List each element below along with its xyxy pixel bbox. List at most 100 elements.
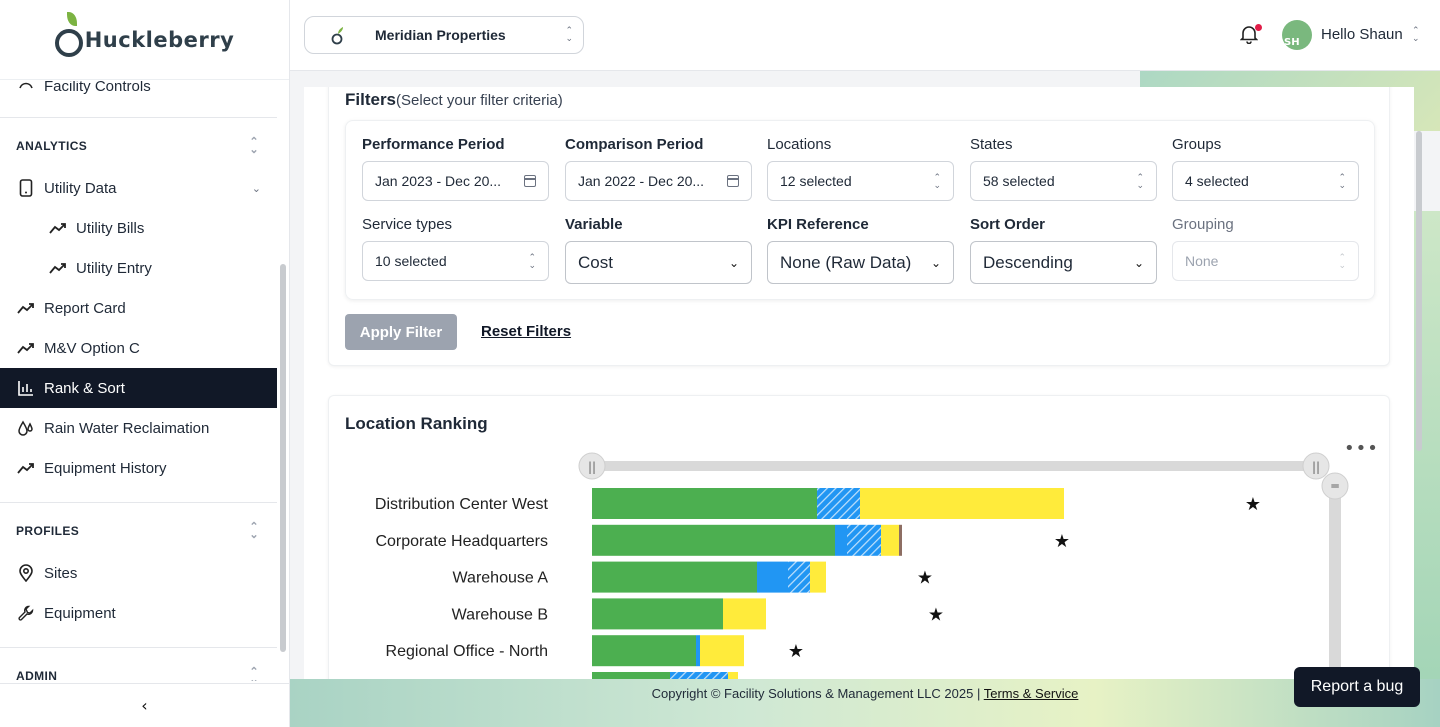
sidebar-item-mv-option-c[interactable]: M&V Option C <box>0 328 277 368</box>
performance-period-picker[interactable]: Jan 2023 - Dec 20... <box>362 161 549 201</box>
chevron-down-icon: ⌄ <box>1133 255 1144 270</box>
sort-order-select[interactable]: Descending ⌄ <box>970 241 1157 284</box>
field-label: KPI Reference <box>767 216 869 233</box>
bar-segment <box>817 488 860 519</box>
apply-filter-button[interactable]: Apply Filter <box>345 314 457 350</box>
app-logo[interactable]: Huckleberry <box>0 0 289 80</box>
field-label: Service types <box>362 216 453 233</box>
sidebar-item-label: Facility Controls <box>44 81 151 95</box>
chevron-down-icon: ⌄ <box>251 182 261 195</box>
sidebar-item-utility-bills[interactable]: Utility Bills <box>0 208 277 248</box>
water-drops-icon <box>16 418 36 438</box>
sidebar-item-rain-water-reclaimation[interactable]: Rain Water Reclaimation <box>0 408 277 448</box>
sidebar-item-label: Rain Water Reclaimation <box>44 419 210 437</box>
bar-chart-icon <box>16 378 36 398</box>
sidebar-item-label: Equipment History <box>44 459 167 477</box>
filters-subtitle: (Select your filter criteria) <box>396 92 563 109</box>
location-ranking-card: Location Ranking ••• || || ═ Distribution … <box>328 395 1390 679</box>
comparison-period-picker[interactable]: Jan 2022 - Dec 20... <box>565 161 752 201</box>
sidebar-item-utility-entry[interactable]: Utility Entry <box>0 248 277 288</box>
divider <box>0 647 277 648</box>
organization-name: Meridian Properties <box>375 27 506 43</box>
section-analytics[interactable]: ANALYTICS ⌃ ⌄ <box>0 124 277 168</box>
target-marker: ★ <box>788 641 804 662</box>
organization-select[interactable]: Meridian Properties ⌃ ⌄ <box>304 16 584 54</box>
slider-handle-left[interactable] <box>578 452 606 480</box>
variable-select[interactable]: Cost ⌄ <box>565 241 752 284</box>
service-types-multiselect[interactable]: 10 selected ⌃ ⌄ <box>362 241 549 281</box>
kpi-reference-select[interactable]: None (Raw Data) ⌄ <box>767 241 954 284</box>
category-label: Corporate Headquarters <box>375 533 548 550</box>
bar-segment <box>728 672 738 679</box>
section-label: ADMIN <box>16 669 58 681</box>
terms-link[interactable]: Terms & Service <box>983 686 1079 701</box>
reset-filters-link[interactable]: Reset Filters <box>481 323 572 340</box>
footer: Copyright © Facility Solutions & Managem… <box>290 680 1440 708</box>
copyright-text: Copyright © Facility Solutions & Managem… <box>651 686 981 701</box>
chevron-left-icon: ‹ <box>141 696 148 715</box>
bar-segment <box>696 635 700 667</box>
field-value: 10 selected <box>375 253 447 269</box>
sidebar-item-label: Utility Data <box>44 179 117 197</box>
sidebar-item-rank-sort[interactable]: Rank & Sort <box>0 368 277 408</box>
sidebar-item-utility-data[interactable]: Utility Data ⌄ <box>0 168 277 208</box>
chart-menu-icon[interactable]: ••• <box>1344 438 1379 459</box>
sidebar-item-facility-controls[interactable]: Facility Controls <box>0 81 277 103</box>
locations-multiselect[interactable]: 12 selected ⌃ ⌄ <box>767 161 954 201</box>
sidebar-scrollbar[interactable] <box>280 264 286 652</box>
trend-up-icon <box>16 338 36 358</box>
category-label: Warehouse A <box>453 570 549 587</box>
slider-grip-icon: || <box>588 460 596 474</box>
slider-grip-icon: || <box>1312 460 1320 474</box>
background-decoration <box>290 679 1440 727</box>
expand-collapse-icon: ⌃ ⌄ <box>249 666 259 682</box>
bar-segment <box>835 524 847 556</box>
vertical-slider-handle[interactable] <box>1321 472 1349 500</box>
map-pin-icon <box>16 563 36 583</box>
bar-segment <box>847 524 881 556</box>
main-scrollbar[interactable] <box>1416 131 1422 451</box>
sidebar-item-report-card[interactable]: Report Card <box>0 288 277 328</box>
groups-multiselect[interactable]: 4 selected ⌃ ⌄ <box>1172 161 1359 201</box>
field-value: Jan 2023 - Dec 20... <box>375 173 502 189</box>
service-types-field: Service types 10 selected ⌃ ⌄ <box>362 215 549 281</box>
sidebar-item-sites[interactable]: Sites <box>0 553 277 593</box>
field-label: Comparison Period <box>565 136 704 153</box>
notification-dot <box>1255 24 1262 31</box>
bar-segment <box>723 598 766 630</box>
field-label: Locations <box>767 136 832 153</box>
chevron-down-icon: ⌄ <box>930 255 941 270</box>
avatar[interactable]: SH <box>1282 20 1312 50</box>
calendar-icon <box>727 175 739 187</box>
bar-segment <box>899 524 902 556</box>
sidebar-item-label: M&V Option C <box>44 339 140 357</box>
bar-segment <box>881 524 899 556</box>
slider-handle-right[interactable] <box>1302 452 1330 480</box>
sidebar-item-label: Rank & Sort <box>44 379 125 397</box>
user-greeting[interactable]: Hello Shaun <box>1321 26 1403 43</box>
expand-collapse-icon: ⌃ ⌄ <box>249 521 259 541</box>
bar-segment <box>592 635 696 667</box>
locations-field: Locations 12 selected ⌃ ⌄ <box>767 135 954 201</box>
field-label: States <box>970 136 1013 153</box>
collapse-sidebar-button[interactable]: ‹ <box>0 683 289 727</box>
sidebar-item-equipment[interactable]: Equipment <box>0 593 277 633</box>
bar-segment <box>592 672 670 679</box>
report-bug-button[interactable]: Report a bug <box>1294 667 1420 707</box>
sidebar: Huckleberry Facility Controls ANALYTICS … <box>0 0 290 727</box>
user-menu-updown-icon[interactable]: ⌃ ⌄ <box>1412 26 1420 44</box>
field-value: 12 selected <box>780 173 852 189</box>
divider <box>0 502 277 503</box>
filters-heading: Filters(Select your filter criteria) <box>345 90 563 110</box>
states-multiselect[interactable]: 58 selected ⌃ ⌄ <box>970 161 1157 201</box>
bar-segment <box>592 561 757 593</box>
chart-bars: Distribution Center West ★ Corporate Headq… <box>375 488 1261 679</box>
bar-segment <box>757 561 788 593</box>
sidebar-item-equipment-history[interactable]: Equipment History <box>0 448 277 488</box>
section-admin[interactable]: ADMIN ⌃ ⌄ <box>0 654 277 682</box>
range-slider[interactable]: || || ═ <box>578 452 1349 679</box>
grouping-select[interactable]: None ⌃ ⌄ <box>1172 241 1359 281</box>
section-profiles[interactable]: PROFILES ⌃ ⌄ <box>0 509 277 553</box>
field-value: 4 selected <box>1185 173 1249 189</box>
notifications-bell-icon[interactable] <box>1239 24 1262 46</box>
